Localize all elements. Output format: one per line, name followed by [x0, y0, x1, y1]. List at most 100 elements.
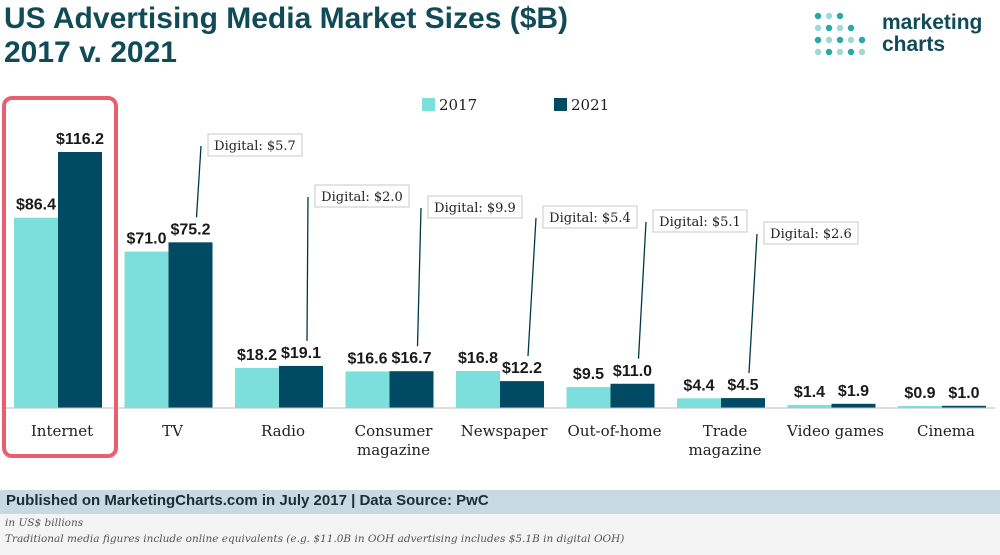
data-label-2021: $1.0	[948, 385, 979, 402]
footer-note-units: in US$ billions	[5, 517, 84, 529]
annotation-box	[652, 209, 748, 233]
logo-dot	[858, 48, 866, 56]
annotation-digital: Digital: $9.9	[416, 195, 523, 347]
category-label: Video games	[786, 422, 884, 440]
chart-title-line-1: US Advertising Media Market Sizes ($B)	[4, 2, 569, 35]
category-label: Trade magazine	[689, 422, 762, 459]
logo-text-line-1: marketing	[882, 11, 983, 34]
data-label-2021: $116.2	[56, 131, 104, 148]
category-group: $9.5 $11.0 Out-of-home	[566, 363, 662, 440]
category-group: $1.4 $1.9 Video games	[786, 383, 884, 440]
annotation-text: Digital: $2.0	[321, 190, 403, 205]
bar-2021	[389, 371, 434, 408]
logo-dot	[814, 12, 822, 20]
logo-dot	[836, 24, 844, 32]
category-label: TV	[162, 422, 184, 440]
data-label-2021: $19.1	[281, 345, 321, 362]
annotation-digital: Digital: $2.0	[306, 184, 410, 341]
data-label-2017: $71.0	[126, 231, 166, 248]
logo-dot	[847, 36, 855, 44]
data-label-2017: $16.8	[458, 350, 498, 367]
bar-2021	[942, 405, 986, 408]
annotation-leader-line	[195, 145, 202, 218]
category-label: Radio	[261, 422, 305, 440]
annotation-leader-line	[748, 233, 758, 374]
data-label-2017: $0.9	[904, 385, 935, 402]
annotation-digital: Digital: $2.6	[748, 221, 859, 374]
category-group: $18.2 $19.1 Radio	[235, 345, 323, 440]
legend-swatch-2021	[554, 98, 567, 111]
highlight-frame	[2, 96, 118, 458]
footer-published: Published on MarketingCharts.com in July…	[6, 492, 489, 509]
bar-2021	[610, 383, 655, 408]
annotation-digital: Digital: $5.1	[637, 209, 748, 359]
bar-2017	[456, 370, 500, 408]
bar-2021	[831, 403, 876, 408]
data-label-2017: $4.4	[683, 377, 714, 394]
data-label-2021: $75.2	[170, 221, 210, 238]
footer-source-bar: Published on MarketingCharts.com in July…	[0, 490, 1000, 514]
data-label-2021: $1.9	[838, 383, 869, 400]
logo-dot	[814, 36, 822, 44]
annotation-box	[427, 195, 523, 219]
annotation-leader-line	[416, 207, 422, 347]
logo-dot	[836, 36, 844, 44]
annotation-text: Digital: $5.7	[214, 139, 296, 154]
bar-2017	[677, 398, 721, 408]
bar-2021	[168, 242, 213, 408]
legend-label-2017: 2017	[439, 96, 477, 114]
logo-dot	[836, 48, 844, 56]
annotation-box	[542, 205, 638, 229]
logo-dot	[814, 48, 822, 56]
bar-2017	[124, 251, 169, 408]
annotation-text: Digital: $9.9	[434, 201, 516, 216]
annotation-box	[207, 133, 303, 157]
data-label-2017: $86.4	[16, 197, 56, 214]
category-group: $71.0$75.2 TV	[124, 221, 213, 440]
annotation-text: Digital: $5.4	[549, 211, 631, 226]
annotation-digital: Digital: $5.7	[195, 133, 303, 218]
data-label-2021: $4.5	[727, 377, 758, 394]
bar-2021	[58, 152, 102, 408]
footer-note-methodology: Traditional media figures include online…	[5, 533, 625, 545]
bar-2021	[279, 365, 323, 408]
logo-dot	[825, 48, 833, 56]
logo-dot	[858, 36, 866, 44]
bar-2017	[787, 404, 832, 408]
annotation-box	[314, 184, 410, 208]
category-group: $16.8$12.2 Newspaper	[456, 350, 548, 440]
category-label: Consumer magazine	[355, 422, 434, 459]
logo-dots-icon	[814, 12, 866, 56]
logo-dot	[836, 12, 844, 20]
logo-dot	[847, 48, 855, 56]
bar-2017	[345, 371, 390, 408]
footer-notes: in US$ billions Traditional media figure…	[0, 514, 1000, 555]
chart-title-line-2: 2017 v. 2021	[4, 36, 177, 69]
bar-2017	[235, 367, 279, 408]
marketingcharts-logo: marketing charts	[812, 10, 997, 60]
logo-dot	[825, 36, 833, 44]
bar-2017	[566, 387, 611, 408]
data-label-2021: $11.0	[613, 363, 652, 380]
bar-2021	[721, 398, 765, 408]
category-label: Out-of-home	[568, 422, 662, 440]
logo-dot	[814, 24, 822, 32]
legend: 2017 2021	[422, 96, 609, 114]
annotation-box	[763, 221, 859, 245]
annotation-leader-line	[306, 196, 309, 341]
logo-dot	[847, 24, 855, 32]
annotation-leader-line	[527, 217, 537, 357]
logo-dot	[825, 12, 833, 20]
bar-chart: 2017 2021$86.4$116.2Internet$71.0$75.2TV$…	[2, 96, 995, 459]
annotation-text: Digital: $5.1	[659, 215, 741, 230]
annotation-text: Digital: $2.6	[770, 227, 852, 242]
data-label-2021: $16.7	[391, 350, 431, 367]
logo-dot	[825, 24, 833, 32]
logo-text-line-2: charts	[882, 33, 946, 56]
logo-text: marketing charts	[882, 12, 982, 56]
annotation-digital: Digital: $5.4	[527, 205, 638, 357]
category-group: $86.4 $116.2 Internet	[14, 131, 104, 440]
legend-swatch-2017	[422, 98, 435, 111]
data-label-2017: $9.5	[573, 366, 604, 383]
bar-2017	[14, 217, 58, 408]
